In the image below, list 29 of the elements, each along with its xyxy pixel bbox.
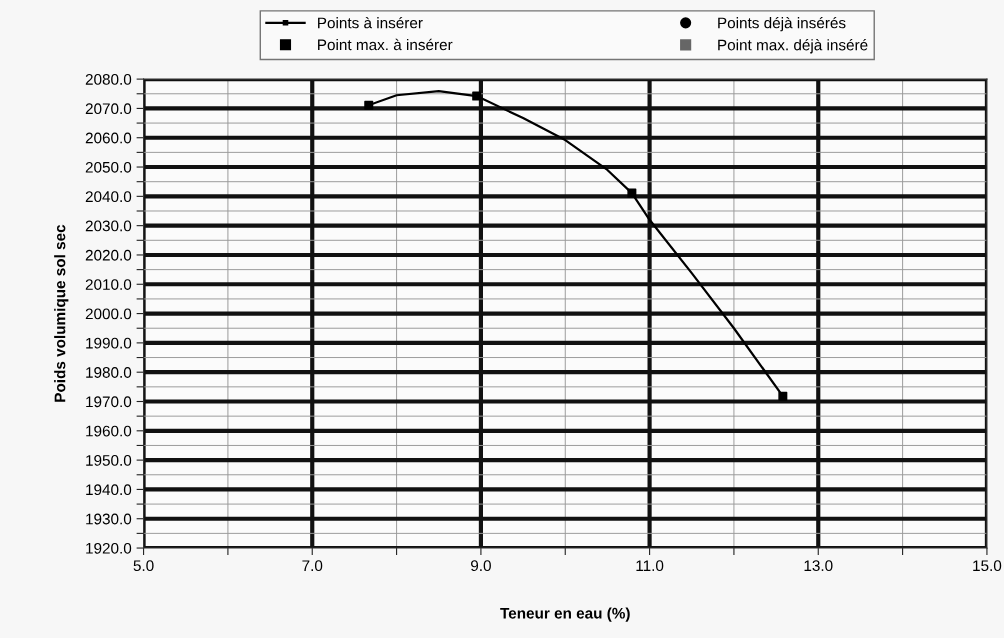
- y-tick-label: 2020.0: [85, 249, 132, 261]
- y-tick-label: 2030.0: [85, 220, 132, 232]
- x-tick-label: 7.0: [302, 560, 323, 572]
- x-tick-label: 13.0: [804, 560, 833, 572]
- x-tick-label: 15.0: [973, 560, 1002, 572]
- y-tick-label: 1970.0: [86, 396, 132, 408]
- y-tick-label: 2040.0: [85, 191, 132, 203]
- legend-label: Point max. à insérer: [318, 38, 453, 51]
- y-tick-label: 1980.0: [86, 367, 132, 378]
- y-axis-title: Poids volumique sol sec: [54, 224, 69, 402]
- legend-label: Points à insérer: [318, 16, 423, 29]
- legend-label: Points déjà insérés: [718, 16, 846, 32]
- y-tick-label: 2000.0: [85, 308, 132, 320]
- y-tick-label: 1940.0: [86, 484, 132, 496]
- y-tick-label: 2060.0: [85, 132, 132, 144]
- y-tick-label: 2070.0: [85, 103, 132, 115]
- x-tick-label: 11.0: [636, 560, 664, 572]
- y-tick-label: 1950.0: [86, 454, 132, 466]
- y-tick-label: 2010.0: [85, 279, 132, 290]
- y-tick-label: 2080.0: [85, 73, 132, 85]
- y-tick-label: 1930.0: [86, 513, 132, 525]
- y-tick-label: 1960.0: [86, 425, 132, 437]
- y-tick-label: 1990.0: [86, 337, 132, 349]
- x-tick-label: 9.0: [471, 560, 491, 572]
- y-tick-label: 1920.0: [86, 542, 132, 554]
- y-tick-label: 2050.0: [85, 161, 132, 173]
- legend-label: Point max. déjà inséré: [718, 39, 868, 54]
- x-axis-title: Teneur en eau (%): [500, 607, 630, 622]
- x-tick-label: 5.0: [133, 560, 154, 572]
